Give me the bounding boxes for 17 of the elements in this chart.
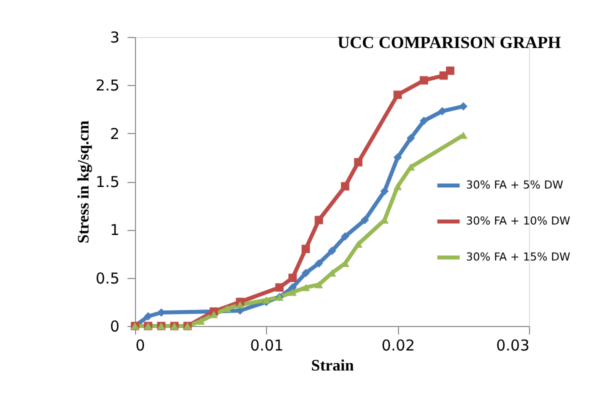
x-axis-title: Strain (311, 358, 354, 374)
x-tick-label: 0 (136, 336, 146, 354)
legend-label: 30% FA + 10% DW (466, 214, 570, 228)
y-axis-title: Stress in kg/sq.cm (76, 120, 93, 244)
y-tick-label: 0 (110, 318, 120, 336)
x-tick-label: 0.01 (250, 336, 284, 354)
y-tick-label: 0.5 (96, 269, 120, 288)
chart-title: UCC COMPARISON GRAPH (337, 33, 561, 52)
x-tick-label: 0.03 (496, 336, 530, 354)
y-tick-label: 1.5 (96, 173, 120, 191)
y-tick-label: 1 (110, 221, 120, 240)
y-tick-label: 2 (110, 124, 120, 143)
x-tick-label: 0.02 (381, 336, 415, 354)
legend-label: 30% FA + 5% DW (466, 178, 564, 192)
y-tick-label: 2.5 (96, 76, 120, 95)
y-tick-label: 3 (110, 28, 120, 46)
legend-label: 30% FA + 15% DW (466, 250, 570, 264)
